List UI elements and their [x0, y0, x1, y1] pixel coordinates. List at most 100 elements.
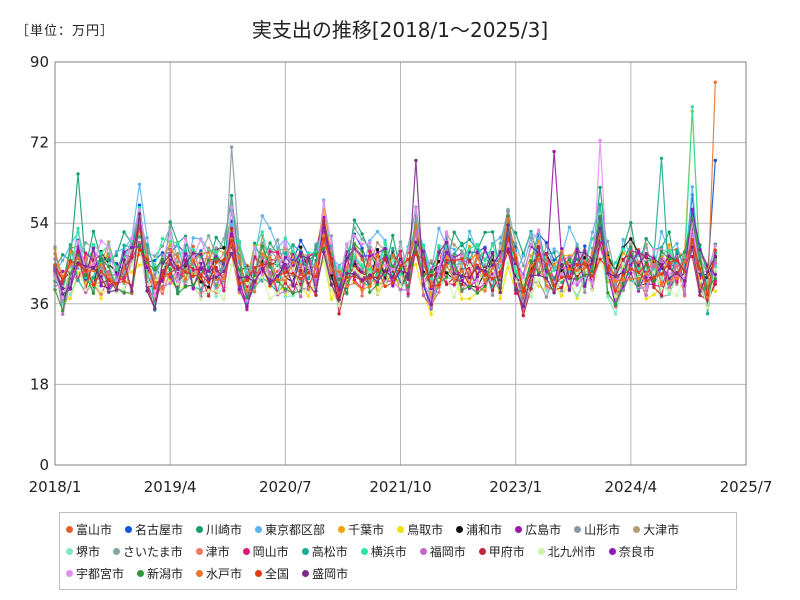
data-point [383, 263, 387, 267]
legend-label: 奈良市 [618, 544, 655, 559]
data-point [368, 254, 372, 258]
data-point [91, 291, 96, 295]
data-point [621, 247, 625, 251]
data-point [467, 229, 472, 233]
data-point [91, 283, 96, 287]
data-point [329, 297, 334, 301]
data-point [360, 287, 364, 292]
data-point [483, 258, 487, 262]
data-point [160, 257, 165, 262]
data-point [229, 232, 234, 236]
data-point [145, 257, 149, 262]
legend-label: 千葉市 [348, 522, 385, 537]
data-point [130, 270, 134, 274]
data-point [168, 281, 172, 285]
data-point [322, 226, 326, 230]
legend-item: 浦和市 [456, 518, 502, 540]
data-point [337, 277, 341, 281]
data-point [621, 277, 625, 282]
legend-marker [196, 525, 204, 533]
data-point [483, 247, 487, 251]
data-point [506, 261, 510, 265]
data-point [322, 233, 326, 238]
data-point [590, 274, 595, 278]
data-point [629, 267, 633, 271]
data-point [391, 264, 395, 269]
data-point [575, 250, 579, 254]
data-point [61, 279, 65, 283]
data-point [291, 260, 295, 264]
data-point [552, 268, 556, 272]
data-point [352, 281, 357, 285]
data-point [252, 241, 257, 245]
data-point [176, 282, 180, 286]
data-point [606, 271, 610, 275]
data-point [214, 257, 218, 261]
data-point [375, 280, 380, 284]
data-point [260, 273, 264, 277]
legend-marker [66, 569, 73, 577]
data-point [91, 246, 96, 251]
data-point [529, 259, 533, 263]
legend: 富山市 名古屋市 川崎市 東京都区部 千葉市 鳥取市 浦和市 広島市 山形市 大津市 堺市 さいたま市… [59, 512, 737, 590]
data-point [414, 222, 418, 226]
data-point [460, 241, 464, 245]
data-point [229, 263, 234, 267]
data-point [206, 269, 211, 273]
data-point [68, 259, 73, 263]
data-point [283, 251, 287, 255]
data-point [345, 284, 349, 289]
data-point [437, 226, 441, 230]
data-point [345, 256, 349, 260]
data-point [114, 268, 119, 272]
data-point [352, 226, 357, 230]
data-point [467, 297, 472, 301]
data-point [490, 243, 495, 247]
data-point [329, 268, 334, 272]
data-point [337, 297, 341, 302]
data-point [299, 254, 303, 258]
data-point [391, 258, 395, 262]
data-point [636, 260, 641, 264]
legend-item: 津市 [195, 540, 230, 562]
data-point [229, 223, 234, 227]
data-point [537, 252, 541, 257]
data-point [398, 257, 403, 261]
legend-item: 甲府市 [478, 540, 525, 562]
data-point [613, 279, 618, 283]
data-point [199, 261, 203, 265]
data-point [690, 207, 694, 211]
data-point [276, 250, 280, 255]
data-point [176, 279, 180, 283]
data-point [667, 265, 671, 269]
data-point [260, 244, 264, 249]
data-point [122, 243, 126, 247]
data-point [460, 288, 464, 292]
data-point [590, 257, 595, 262]
data-point [437, 269, 441, 274]
data-point [398, 287, 403, 291]
data-point [268, 270, 272, 275]
data-point [629, 286, 633, 290]
data-point [475, 243, 479, 247]
data-point [675, 258, 679, 262]
data-point [659, 272, 664, 276]
data-point [122, 265, 126, 269]
data-point [644, 242, 648, 246]
data-point [598, 185, 602, 190]
data-point [590, 230, 595, 234]
data-point [613, 303, 618, 307]
data-point [644, 286, 648, 290]
data-point [529, 269, 533, 274]
data-point [537, 244, 541, 249]
data-point [644, 297, 648, 301]
data-point [199, 280, 203, 284]
data-point [682, 270, 687, 274]
data-point [675, 280, 679, 284]
data-point [137, 182, 142, 186]
data-point [667, 254, 671, 258]
data-point [206, 234, 211, 238]
data-point [206, 289, 211, 293]
data-point [406, 248, 410, 252]
data-point [613, 312, 618, 316]
